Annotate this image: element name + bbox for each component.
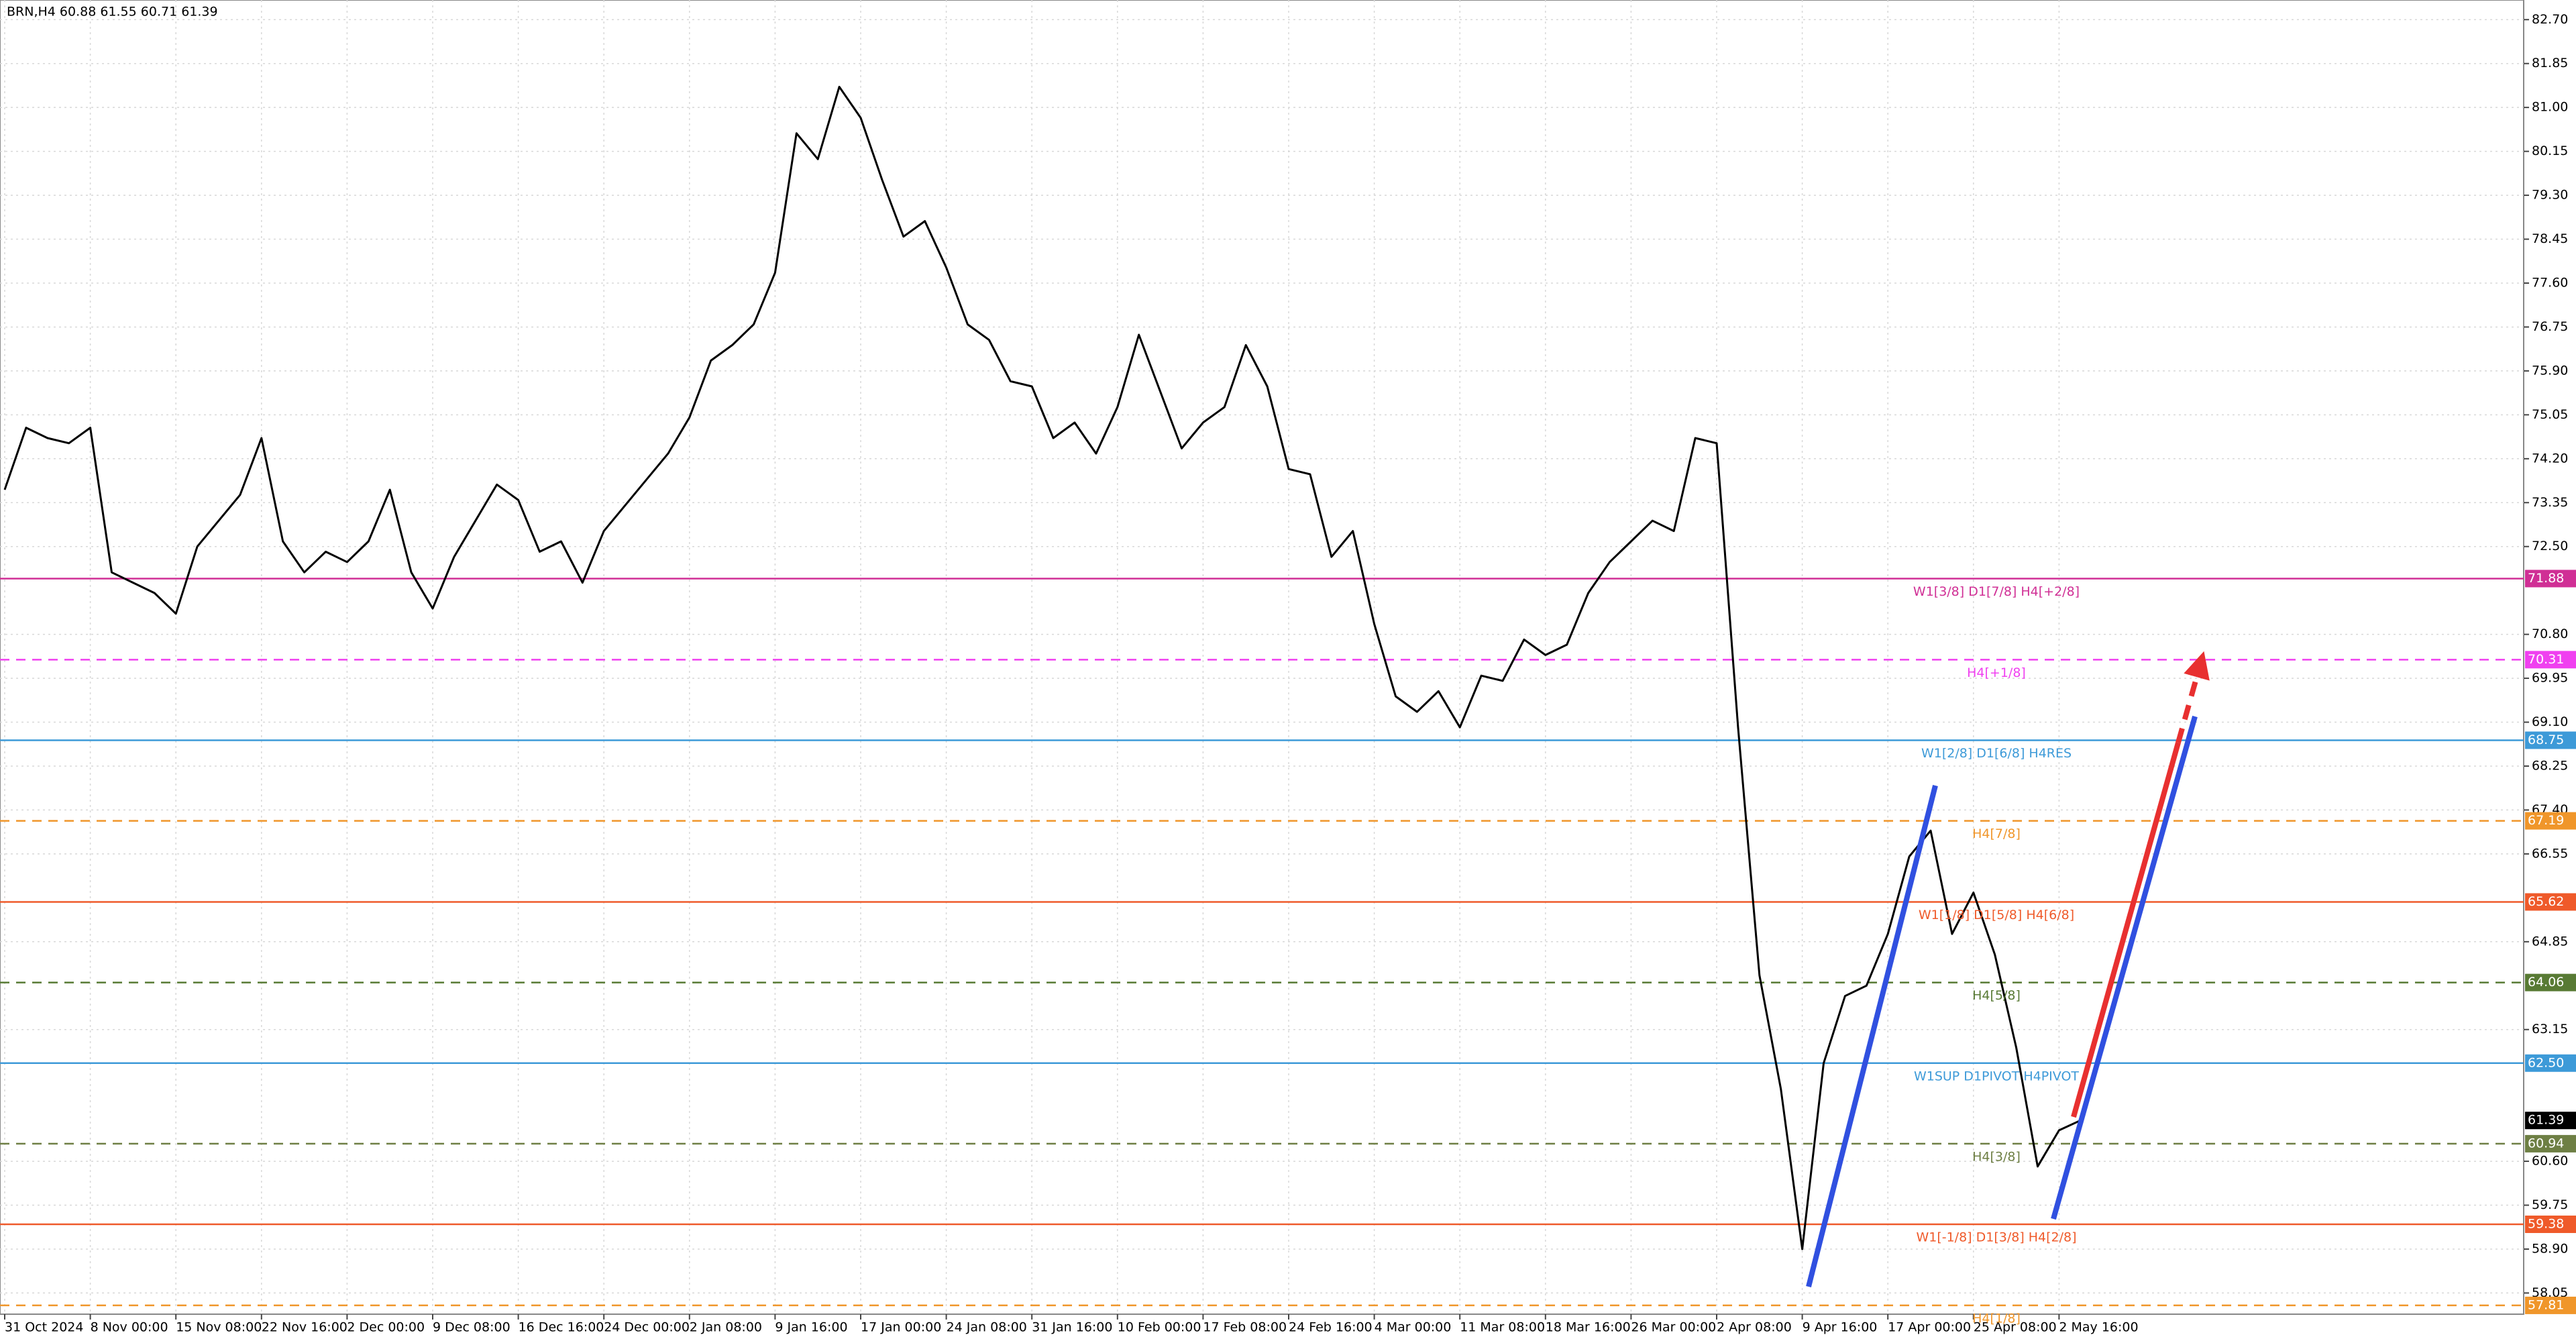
price-box	[2525, 812, 2576, 830]
x-tick-label: 16 Dec 16:00	[519, 1320, 604, 1335]
price-box	[2525, 1296, 2576, 1314]
y-tick-label: 58.90	[2532, 1241, 2568, 1256]
x-tick-label: 2 Apr 08:00	[1717, 1320, 1792, 1335]
x-tick-label: 11 Mar 08:00	[1460, 1320, 1545, 1335]
price-box-label: 62.50	[2528, 1055, 2564, 1070]
x-tick-label: 24 Jan 08:00	[947, 1320, 1027, 1335]
level-label: H4[1/8]	[1972, 1311, 2021, 1326]
y-tick-label: 69.10	[2532, 714, 2568, 729]
trend-line	[1806, 785, 1938, 1287]
level-label: W1[-1/8] D1[3/8] H4[2/8]	[1916, 1230, 2076, 1245]
price-box-label: 57.81	[2528, 1297, 2564, 1312]
price-box-label: 64.06	[2528, 975, 2564, 989]
annotations	[1806, 651, 2210, 1287]
level-label: W1[2/8] D1[6/8] H4RES	[1921, 746, 2072, 761]
level-label: W1SUP D1PIVOT H4PIVOT	[1914, 1069, 2079, 1083]
x-tick-label: 31 Oct 2024	[5, 1320, 83, 1335]
y-tick-label: 79.30	[2532, 188, 2568, 203]
price-box-label: 60.94	[2528, 1136, 2564, 1150]
price-box	[2525, 893, 2576, 911]
forecast-arrow	[2176, 651, 2210, 744]
y-tick-label: 81.00	[2532, 100, 2568, 115]
price-box	[2525, 731, 2576, 749]
x-tick-label: 17 Jan 00:00	[861, 1320, 941, 1335]
x-tick-label: 9 Apr 16:00	[1803, 1320, 1878, 1335]
x-tick-label: 2 Jan 08:00	[690, 1320, 762, 1335]
y-tick-label: 69.95	[2532, 671, 2568, 686]
level-label: H4[3/8]	[1972, 1149, 2021, 1164]
y-tick-label: 80.15	[2532, 144, 2568, 158]
x-tick-label: 24 Feb 16:00	[1289, 1320, 1373, 1335]
y-tick-label: 73.35	[2532, 495, 2568, 510]
price-box-label: 67.19	[2528, 813, 2564, 828]
x-tick-label: 2 May 16:00	[2059, 1320, 2138, 1335]
price-box	[2525, 651, 2576, 669]
level-label: W1[1/8] D1[5/8] H4[6/8]	[1919, 908, 2074, 922]
trend-line	[2051, 715, 2198, 1220]
y-tick-label: 77.60	[2532, 275, 2568, 290]
level-label: H4[+1/8]	[1967, 665, 2026, 680]
plot-frame	[0, 0, 2524, 1315]
y-tick-label: 58.05	[2532, 1285, 2568, 1300]
x-tick-label: 31 Jan 16:00	[1032, 1320, 1112, 1335]
x-tick-label: 25 Apr 08:00	[1974, 1320, 2057, 1335]
y-tick-label: 59.75	[2532, 1197, 2568, 1212]
x-tick-label: 26 Mar 00:00	[1631, 1320, 1716, 1335]
x-tick-label: 9 Jan 16:00	[775, 1320, 847, 1335]
price-box	[2525, 570, 2576, 588]
price-box-label: 71.88	[2528, 571, 2564, 586]
level-label: H4[5/8]	[1972, 988, 2021, 1003]
chart-title: BRN,H4 60.88 61.55 60.71 61.39	[7, 5, 218, 19]
price-box-label: 68.75	[2528, 733, 2564, 747]
y-tick-label: 70.80	[2532, 627, 2568, 641]
price-box	[2525, 1134, 2576, 1153]
y-tick-label: 75.90	[2532, 363, 2568, 378]
x-tick-label: 24 Dec 00:00	[604, 1320, 690, 1335]
price-box-label: 59.38	[2528, 1217, 2564, 1232]
y-tick-label: 68.25	[2532, 758, 2568, 773]
x-tick-label: 18 Mar 16:00	[1546, 1320, 1631, 1335]
x-tick-label: 15 Nov 08:00	[176, 1320, 262, 1335]
y-tick-label: 82.70	[2532, 12, 2568, 27]
x-tick-label: 9 Dec 08:00	[433, 1320, 511, 1335]
y-tick-label: 60.60	[2532, 1154, 2568, 1169]
price-box	[2525, 1054, 2576, 1072]
y-tick-label: 74.20	[2532, 451, 2568, 466]
x-tick-label: 17 Apr 00:00	[1888, 1320, 1971, 1335]
y-tick-label: 64.85	[2532, 934, 2568, 949]
x-tick-label: 4 Mar 00:00	[1375, 1320, 1452, 1335]
x-tick-label: 10 Feb 00:00	[1118, 1320, 1201, 1335]
x-tick-label: 8 Nov 00:00	[91, 1320, 168, 1335]
x-tick-label: 22 Nov 16:00	[262, 1320, 347, 1335]
price-box-label: 70.31	[2528, 652, 2564, 667]
level-label: H4[7/8]	[1972, 826, 2021, 841]
y-tick-label: 78.45	[2532, 231, 2568, 246]
y-tick-label: 66.55	[2532, 846, 2568, 861]
y-tick-label: 76.75	[2532, 319, 2568, 334]
y-tick-label: 72.50	[2532, 539, 2568, 553]
price-box	[2525, 1216, 2576, 1234]
forecast-arrow	[2071, 741, 2181, 1118]
price-line	[3, 85, 2081, 1250]
level-label: W1[3/8] D1[7/8] H4[+2/8]	[1913, 584, 2080, 599]
last-price-label: 61.39	[2528, 1113, 2564, 1128]
y-tick-label: 63.15	[2532, 1022, 2568, 1036]
y-tick-label: 75.05	[2532, 407, 2568, 422]
price-box-label: 65.62	[2528, 894, 2564, 909]
grid	[0, 0, 2524, 1314]
price-box	[2525, 973, 2576, 992]
x-tick-label: 2 Dec 00:00	[347, 1320, 425, 1335]
y-tick-label: 81.85	[2532, 56, 2568, 70]
x-tick-label: 17 Feb 08:00	[1203, 1320, 1287, 1335]
price-box	[2525, 1112, 2576, 1130]
